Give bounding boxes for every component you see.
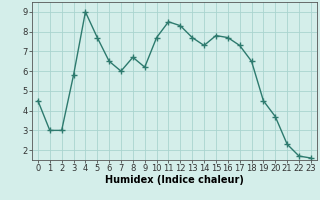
X-axis label: Humidex (Indice chaleur): Humidex (Indice chaleur) [105,175,244,185]
